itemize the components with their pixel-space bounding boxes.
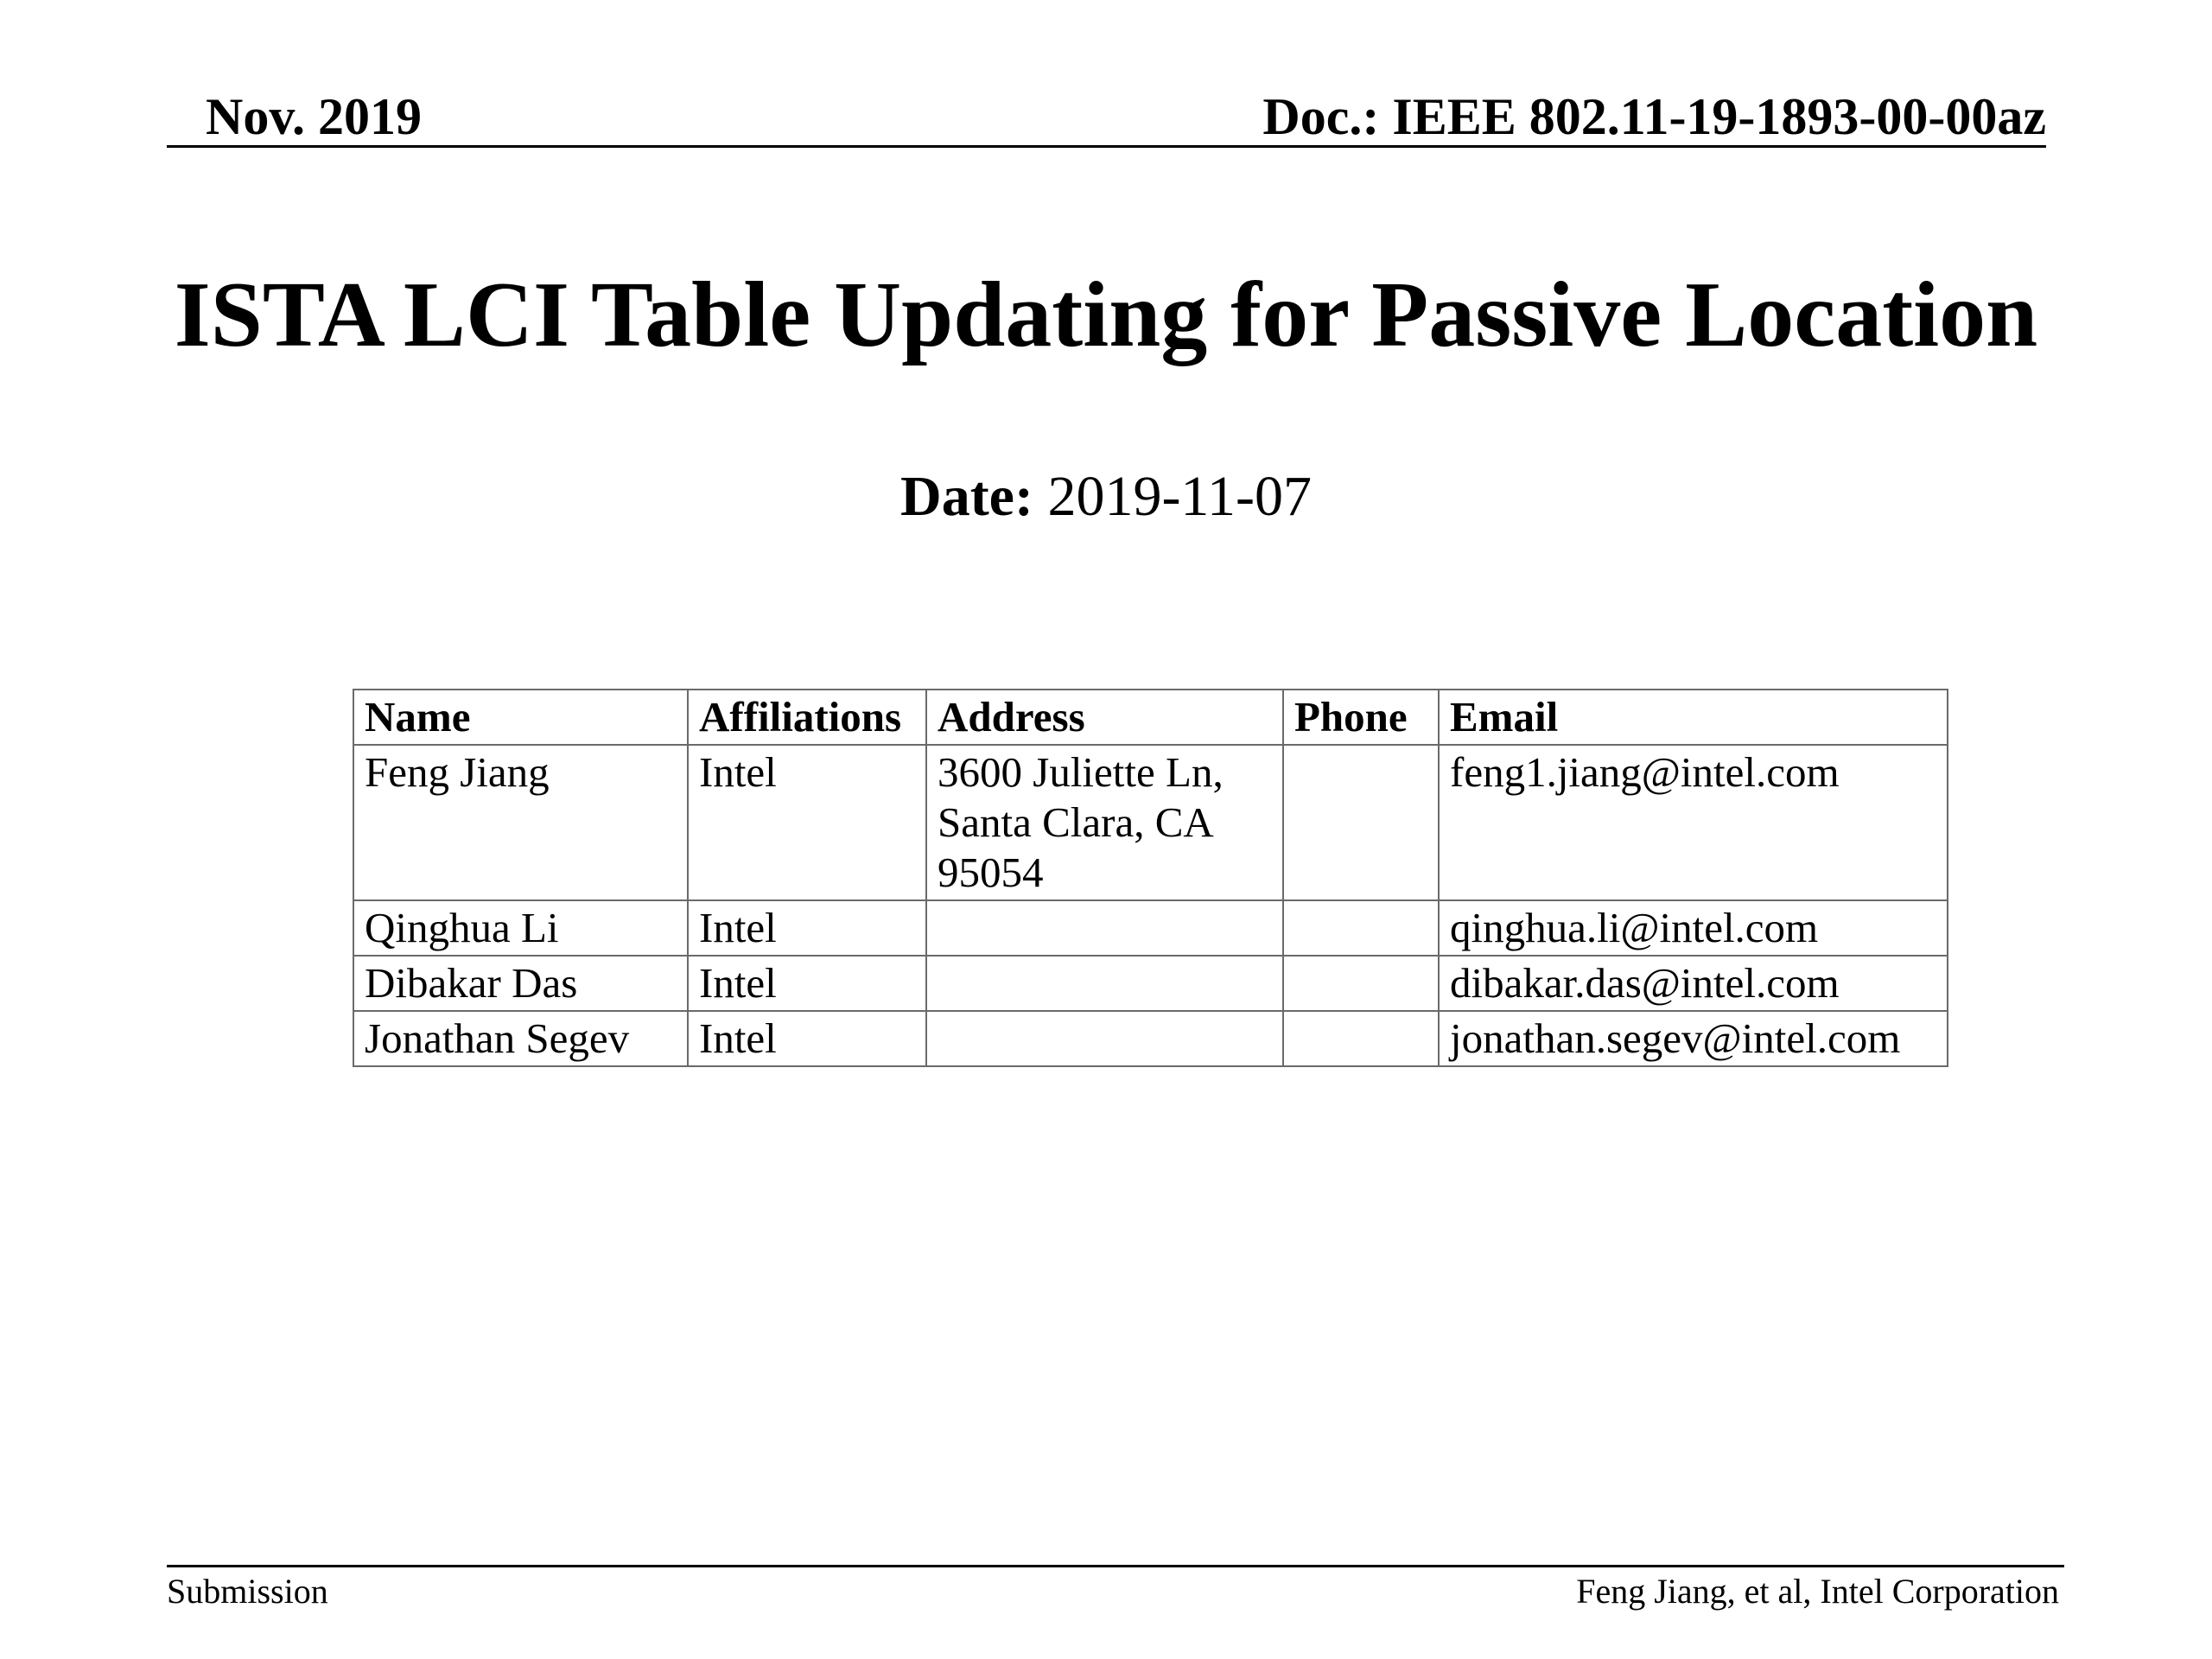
date-label: Date: (900, 465, 1033, 528)
cell-phone (1282, 1010, 1440, 1067)
cell-affiliation: Intel (687, 1010, 927, 1067)
cell-address: 3600 Juliette Ln, Santa Clara, CA 95054 (925, 744, 1284, 901)
document-date: Date: 2019-11-07 (0, 462, 2212, 531)
cell-affiliation: Intel (687, 899, 927, 957)
authors-table: Name Affiliations Address Phone Email Fe… (353, 689, 1948, 1067)
footer-divider (167, 1565, 2064, 1567)
cell-address (925, 899, 1284, 957)
cell-name: Dibakar Das (353, 955, 689, 1012)
page-title: ISTA LCI Table Updating for Passive Loca… (174, 264, 2038, 366)
cell-name: Qinghua Li (353, 899, 689, 957)
column-header-affiliations: Affiliations (687, 689, 927, 746)
cell-address (925, 1010, 1284, 1067)
cell-address (925, 955, 1284, 1012)
cell-email: feng1.jiang@intel.com (1438, 744, 1948, 901)
column-header-address: Address (925, 689, 1284, 746)
column-header-phone: Phone (1282, 689, 1440, 746)
cell-name: Feng Jiang (353, 744, 689, 901)
footer-authors: Feng Jiang, et al, Intel Corporation (1576, 1572, 2059, 1611)
cell-email: dibakar.das@intel.com (1438, 955, 1948, 1012)
header-doc-id: Doc.: IEEE 802.11-19-1893-00-00az (1262, 88, 2046, 145)
cell-email: qinghua.li@intel.com (1438, 899, 1948, 957)
cell-phone (1282, 744, 1440, 901)
column-header-email: Email (1438, 689, 1948, 746)
cell-phone (1282, 899, 1440, 957)
header-divider (167, 145, 2046, 148)
cell-affiliation: Intel (687, 744, 927, 901)
footer-submission: Submission (167, 1572, 328, 1611)
header-date: Nov. 2019 (206, 88, 423, 145)
table-row: Qinghua Li Intel qinghua.li@intel.com (353, 899, 1948, 957)
cell-name: Jonathan Segev (353, 1010, 689, 1067)
cell-affiliation: Intel (687, 955, 927, 1012)
table-row: Jonathan Segev Intel jonathan.segev@inte… (353, 1010, 1948, 1067)
cell-phone (1282, 955, 1440, 1012)
table-header-row: Name Affiliations Address Phone Email (353, 689, 1948, 746)
date-value: 2019-11-07 (1047, 465, 1312, 528)
table-row: Feng Jiang Intel 3600 Juliette Ln, Santa… (353, 744, 1948, 901)
cell-email: jonathan.segev@intel.com (1438, 1010, 1948, 1067)
column-header-name: Name (353, 689, 689, 746)
table-row: Dibakar Das Intel dibakar.das@intel.com (353, 955, 1948, 1012)
